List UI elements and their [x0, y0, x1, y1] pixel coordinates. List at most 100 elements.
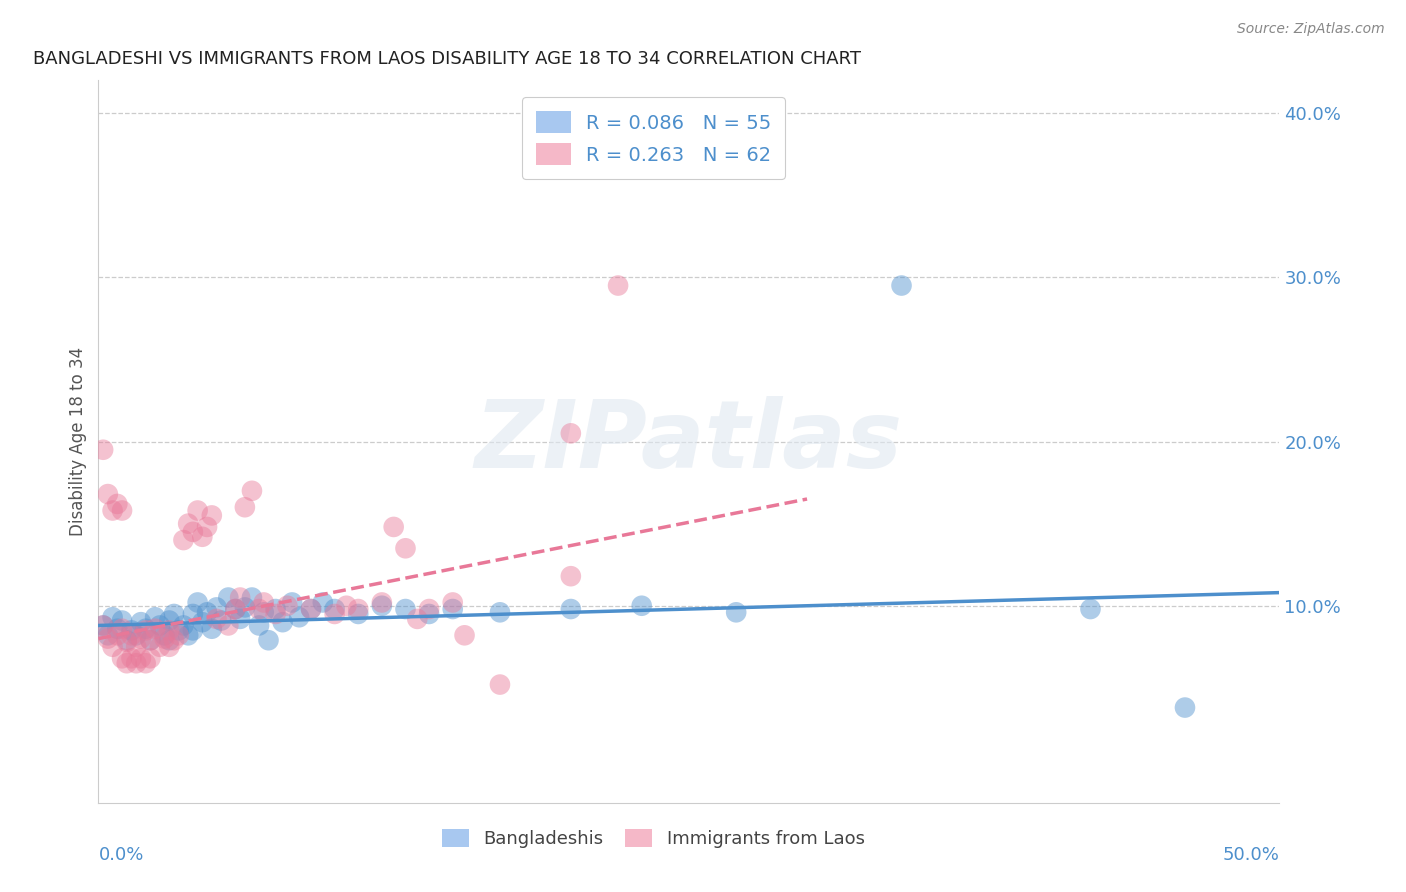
Point — [201, 622, 224, 636]
Point — [125, 657, 148, 671]
Point — [453, 628, 475, 642]
Point — [205, 612, 228, 626]
Point — [201, 508, 224, 523]
Point — [240, 483, 263, 498]
Point — [347, 607, 370, 621]
Point — [167, 624, 190, 638]
Point — [489, 677, 512, 691]
Point — [264, 602, 287, 616]
Point — [233, 600, 256, 615]
Point — [382, 520, 405, 534]
Point — [163, 607, 186, 621]
Point — [125, 628, 148, 642]
Point — [101, 610, 124, 624]
Point — [607, 278, 630, 293]
Point — [205, 600, 228, 615]
Point — [371, 595, 394, 609]
Point — [121, 628, 143, 642]
Point — [288, 610, 311, 624]
Point — [105, 628, 128, 642]
Point — [347, 602, 370, 616]
Point — [181, 624, 204, 638]
Point — [253, 605, 276, 619]
Point — [271, 615, 294, 630]
Point — [195, 605, 218, 619]
Point — [560, 426, 582, 441]
Point — [97, 628, 120, 642]
Point — [890, 278, 912, 293]
Point — [135, 622, 157, 636]
Text: ZIPatlas: ZIPatlas — [475, 395, 903, 488]
Point — [105, 497, 128, 511]
Point — [91, 618, 114, 632]
Point — [129, 615, 152, 630]
Point — [394, 602, 416, 616]
Point — [177, 628, 200, 642]
Point — [276, 599, 298, 613]
Point — [406, 612, 429, 626]
Point — [111, 614, 134, 628]
Point — [149, 618, 172, 632]
Point — [172, 533, 194, 547]
Point — [247, 602, 270, 616]
Point — [157, 624, 180, 638]
Point — [264, 607, 287, 621]
Y-axis label: Disability Age 18 to 34: Disability Age 18 to 34 — [69, 347, 87, 536]
Point — [129, 651, 152, 665]
Point — [167, 628, 190, 642]
Point — [253, 595, 276, 609]
Point — [224, 602, 246, 616]
Point — [441, 602, 464, 616]
Point — [725, 605, 748, 619]
Point — [217, 591, 239, 605]
Point — [323, 607, 346, 621]
Point — [187, 595, 209, 609]
Legend: Bangladeshis, Immigrants from Laos: Bangladeshis, Immigrants from Laos — [434, 822, 872, 855]
Point — [187, 503, 209, 517]
Text: Source: ZipAtlas.com: Source: ZipAtlas.com — [1237, 22, 1385, 37]
Point — [209, 614, 232, 628]
Point — [121, 651, 143, 665]
Text: BANGLADESHI VS IMMIGRANTS FROM LAOS DISABILITY AGE 18 TO 34 CORRELATION CHART: BANGLADESHI VS IMMIGRANTS FROM LAOS DISA… — [34, 50, 862, 68]
Point — [153, 632, 176, 646]
Point — [101, 640, 124, 654]
Point — [441, 595, 464, 609]
Point — [418, 602, 440, 616]
Point — [418, 607, 440, 621]
Point — [143, 622, 166, 636]
Point — [172, 618, 194, 632]
Point — [299, 602, 322, 616]
Point — [281, 595, 304, 609]
Point — [247, 618, 270, 632]
Point — [1080, 602, 1102, 616]
Point — [97, 632, 120, 646]
Point — [115, 633, 138, 648]
Point — [299, 602, 322, 616]
Point — [1174, 700, 1197, 714]
Point — [135, 624, 157, 638]
Point — [143, 610, 166, 624]
Point — [91, 618, 114, 632]
Text: 50.0%: 50.0% — [1223, 847, 1279, 864]
Point — [240, 591, 263, 605]
Point — [229, 612, 252, 626]
Point — [191, 615, 214, 630]
Point — [217, 618, 239, 632]
Point — [181, 607, 204, 621]
Point — [560, 602, 582, 616]
Point — [394, 541, 416, 556]
Point — [111, 622, 134, 636]
Point — [560, 569, 582, 583]
Point — [153, 628, 176, 642]
Point — [371, 599, 394, 613]
Point — [257, 633, 280, 648]
Point — [91, 442, 114, 457]
Point — [139, 633, 162, 648]
Point — [97, 487, 120, 501]
Point — [157, 640, 180, 654]
Point — [163, 633, 186, 648]
Point — [129, 632, 152, 646]
Point — [135, 657, 157, 671]
Point — [101, 503, 124, 517]
Text: 0.0%: 0.0% — [98, 847, 143, 864]
